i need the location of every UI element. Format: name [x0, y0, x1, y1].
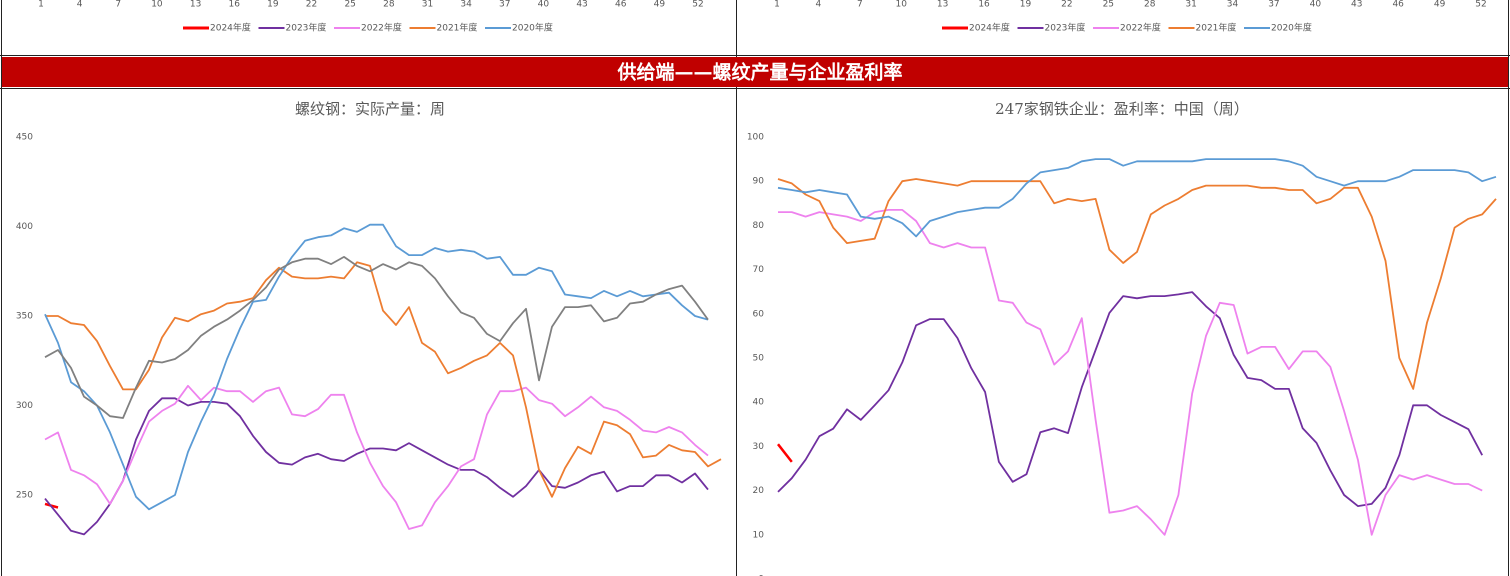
legend-label: 2022年度: [1120, 22, 1161, 34]
x-tick-label: 43: [1351, 0, 1362, 10]
x-tick-label: 13: [190, 0, 201, 10]
x-tick-label: 37: [1268, 0, 1279, 10]
legend-label: 2022年度: [361, 22, 402, 34]
legend-label: 2020年度: [1271, 22, 1312, 34]
x-tick-label: 19: [267, 0, 279, 10]
y-tick-label: 60: [753, 309, 765, 319]
legend-label: 2023年度: [286, 22, 327, 34]
x-tick-label: 22: [306, 0, 317, 10]
x-tick-label: 25: [1103, 0, 1114, 10]
plot: [777, 158, 1497, 536]
banner-title: 供给端——螺纹产量与企业盈利率: [616, 61, 902, 84]
y-tick-label: 0: [758, 575, 764, 576]
x-tick-label: 19: [1020, 0, 1032, 10]
series-line: [777, 158, 1497, 238]
legend-label: 2024年度: [969, 22, 1010, 34]
x-tick-label: 1: [38, 0, 44, 10]
y-tick-label: 250: [16, 491, 33, 501]
x-tick-label: 43: [576, 0, 587, 10]
x-tick-label: 52: [692, 0, 703, 10]
x-tick-label: 49: [654, 0, 666, 10]
plot: [44, 223, 722, 536]
x-tick-label: 22: [1061, 0, 1072, 10]
chart-title: 螺纹钢：实际产量：周: [295, 100, 445, 118]
y-tick-label: 30: [753, 442, 765, 452]
x-tick-label: 16: [978, 0, 990, 10]
legend-label: 2020年度: [512, 22, 553, 34]
x-tick-label: 40: [1310, 0, 1322, 10]
banner: [2, 57, 1508, 87]
x-tick-label: 28: [1144, 0, 1156, 10]
chart-title: 247家钢铁企业：盈利率：中国（周）: [995, 100, 1249, 118]
y-tick-label: 50: [753, 354, 765, 364]
y-tick-label: 100: [747, 133, 764, 143]
x-tick-label: 46: [615, 0, 627, 10]
x-tick-label: 46: [1392, 0, 1404, 10]
series-line: [777, 291, 1483, 507]
x-tick-label: 10: [151, 0, 163, 10]
legend-label: 2024年度: [210, 22, 251, 34]
y-tick-label: 300: [16, 401, 33, 411]
legend-label: 2021年度: [437, 22, 478, 34]
legend-label: 2023年度: [1045, 22, 1086, 34]
series-line: [44, 384, 709, 530]
x-tick-label: 40: [538, 0, 550, 10]
series-line: [778, 209, 1483, 536]
y-tick-label: 70: [753, 265, 765, 275]
x-tick-label: 4: [816, 0, 822, 10]
y-tick-label: 20: [753, 486, 765, 496]
y-tick-label: 90: [753, 177, 765, 187]
x-tick-label: 16: [229, 0, 241, 10]
x-tick-label: 1: [774, 0, 780, 10]
series-line: [45, 261, 722, 498]
series-line: [44, 223, 709, 511]
x-tick-label: 52: [1475, 0, 1486, 10]
y-tick-label: 80: [753, 221, 765, 231]
y-tick-label: 400: [16, 222, 33, 232]
x-tick-label: 7: [857, 0, 863, 10]
x-tick-label: 34: [460, 0, 472, 10]
series-line: [44, 397, 709, 536]
x-tick-label: 13: [937, 0, 948, 10]
x-tick-label: 37: [499, 0, 510, 10]
x-tick-label: 34: [1227, 0, 1239, 10]
x-tick-label: 25: [344, 0, 355, 10]
x-tick-label: 31: [1185, 0, 1196, 10]
x-tick-label: 28: [383, 0, 395, 10]
series-line: [777, 443, 793, 463]
y-tick-label: 450: [16, 133, 33, 143]
x-tick-label: 4: [77, 0, 83, 10]
y-tick-label: 10: [753, 530, 765, 540]
x-tick-label: 7: [115, 0, 121, 10]
legend-label: 2021年度: [1196, 22, 1237, 34]
x-tick-label: 10: [896, 0, 908, 10]
series-line: [777, 178, 1497, 390]
x-tick-label: 31: [422, 0, 433, 10]
y-tick-label: 350: [16, 312, 33, 322]
y-tick-label: 40: [753, 398, 765, 408]
series-line: [44, 255, 709, 419]
x-tick-label: 49: [1434, 0, 1446, 10]
